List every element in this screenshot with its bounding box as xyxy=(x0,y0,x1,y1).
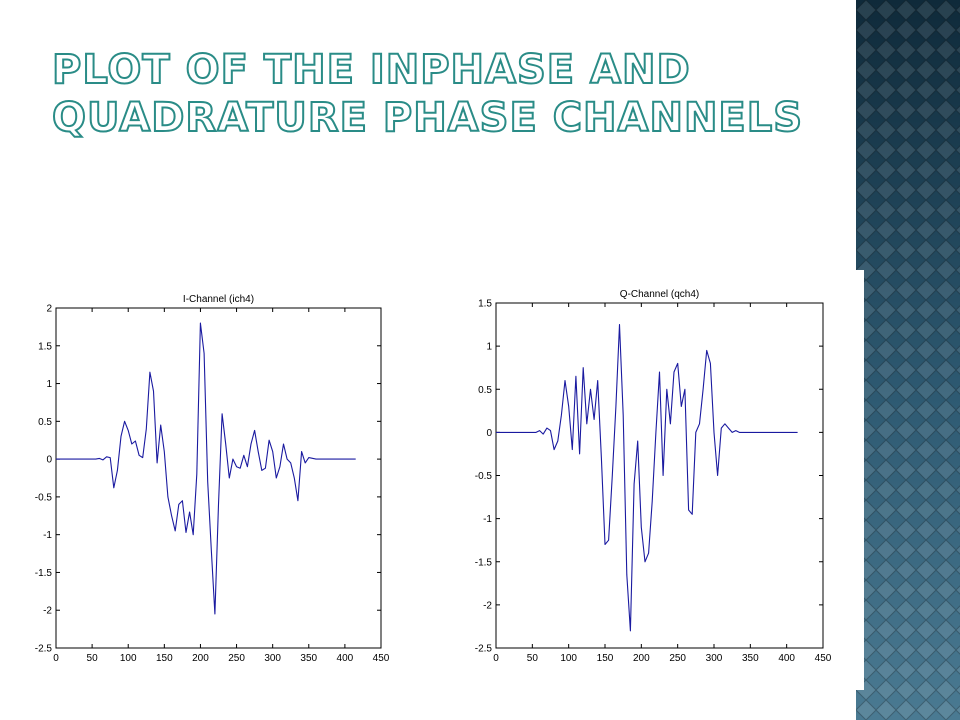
slide-title-line1: Plot of the inphase and xyxy=(51,46,691,94)
y-tick-label: 1 xyxy=(46,379,52,390)
q-channel-svg: Q-Channel (qch4) 0 50 100 150 200 250 300 350 40… xyxy=(475,289,832,664)
x-tick-label: 0 xyxy=(493,653,499,664)
y-tick-label: 2 xyxy=(46,304,52,315)
y-tick-label: -0.5 xyxy=(35,492,53,503)
slide-title-line2: quadrature phase channels xyxy=(51,94,804,142)
x-tick-label: 400 xyxy=(778,653,795,664)
y-tick-label: -2 xyxy=(43,606,52,617)
slide-title: Plot of the inphase and quadrature phase… xyxy=(51,46,832,142)
y-tick-label: -0.5 xyxy=(475,471,493,482)
side-panel-gap xyxy=(856,270,864,690)
x-tick-label: 300 xyxy=(264,653,281,664)
y-tick-label: -2.5 xyxy=(475,644,493,655)
x-tick-label: 350 xyxy=(742,653,759,664)
x-tick-label: 100 xyxy=(120,653,137,664)
q-channel-chart: Q-Channel (qch4) 0 50 100 150 200 250 300 350 40… xyxy=(455,278,835,668)
chart-title: Q-Channel (qch4) xyxy=(620,289,699,300)
x-tick-label: 450 xyxy=(373,653,390,664)
y-tick-label: 0.5 xyxy=(38,417,52,428)
x-tick-label: 150 xyxy=(597,653,614,664)
y-tick-label: 0.5 xyxy=(478,385,492,396)
x-tick-label: 50 xyxy=(527,653,539,664)
y-tick-label: 0 xyxy=(486,428,492,439)
diamond-pattern xyxy=(856,0,960,720)
x-tick-label: 50 xyxy=(87,653,99,664)
x-tick-label: 250 xyxy=(669,653,686,664)
y-tick-label: -2 xyxy=(483,600,492,611)
y-tick-label: 1 xyxy=(486,342,492,353)
x-tick-label: 200 xyxy=(633,653,650,664)
plot-frame xyxy=(55,307,382,649)
x-tick-label: 450 xyxy=(815,653,832,664)
i-channel-chart: I-Channel (ich4) 0 50 100 150 200 250 300 350 40… xyxy=(20,278,400,668)
y-tick-label: -2.5 xyxy=(35,644,53,655)
chart-title: I-Channel (ich4) xyxy=(183,294,254,305)
plot-frame xyxy=(495,302,824,649)
x-tick-label: 200 xyxy=(192,653,209,664)
y-tick-label: -1.5 xyxy=(35,568,53,579)
x-tick-label: 300 xyxy=(706,653,723,664)
decorative-side-panel xyxy=(856,0,960,720)
x-tick-label: 0 xyxy=(53,653,59,664)
series-line xyxy=(56,322,356,615)
x-tick-label: 350 xyxy=(300,653,317,664)
y-tick-label: 0 xyxy=(46,455,52,466)
y-tick-label: 1.5 xyxy=(38,341,52,352)
y-tick-label: -1 xyxy=(43,530,52,541)
series-line xyxy=(496,324,798,632)
x-tick-label: 400 xyxy=(337,653,354,664)
x-tick-label: 100 xyxy=(560,653,577,664)
y-tick-label: 1.5 xyxy=(478,299,492,310)
y-tick-label: -1 xyxy=(483,514,492,525)
y-tick-label: -1.5 xyxy=(475,557,493,568)
i-channel-svg: I-Channel (ich4) 0 50 100 150 200 250 300 350 40… xyxy=(35,294,390,664)
x-tick-label: 150 xyxy=(156,653,173,664)
x-tick-label: 250 xyxy=(228,653,245,664)
